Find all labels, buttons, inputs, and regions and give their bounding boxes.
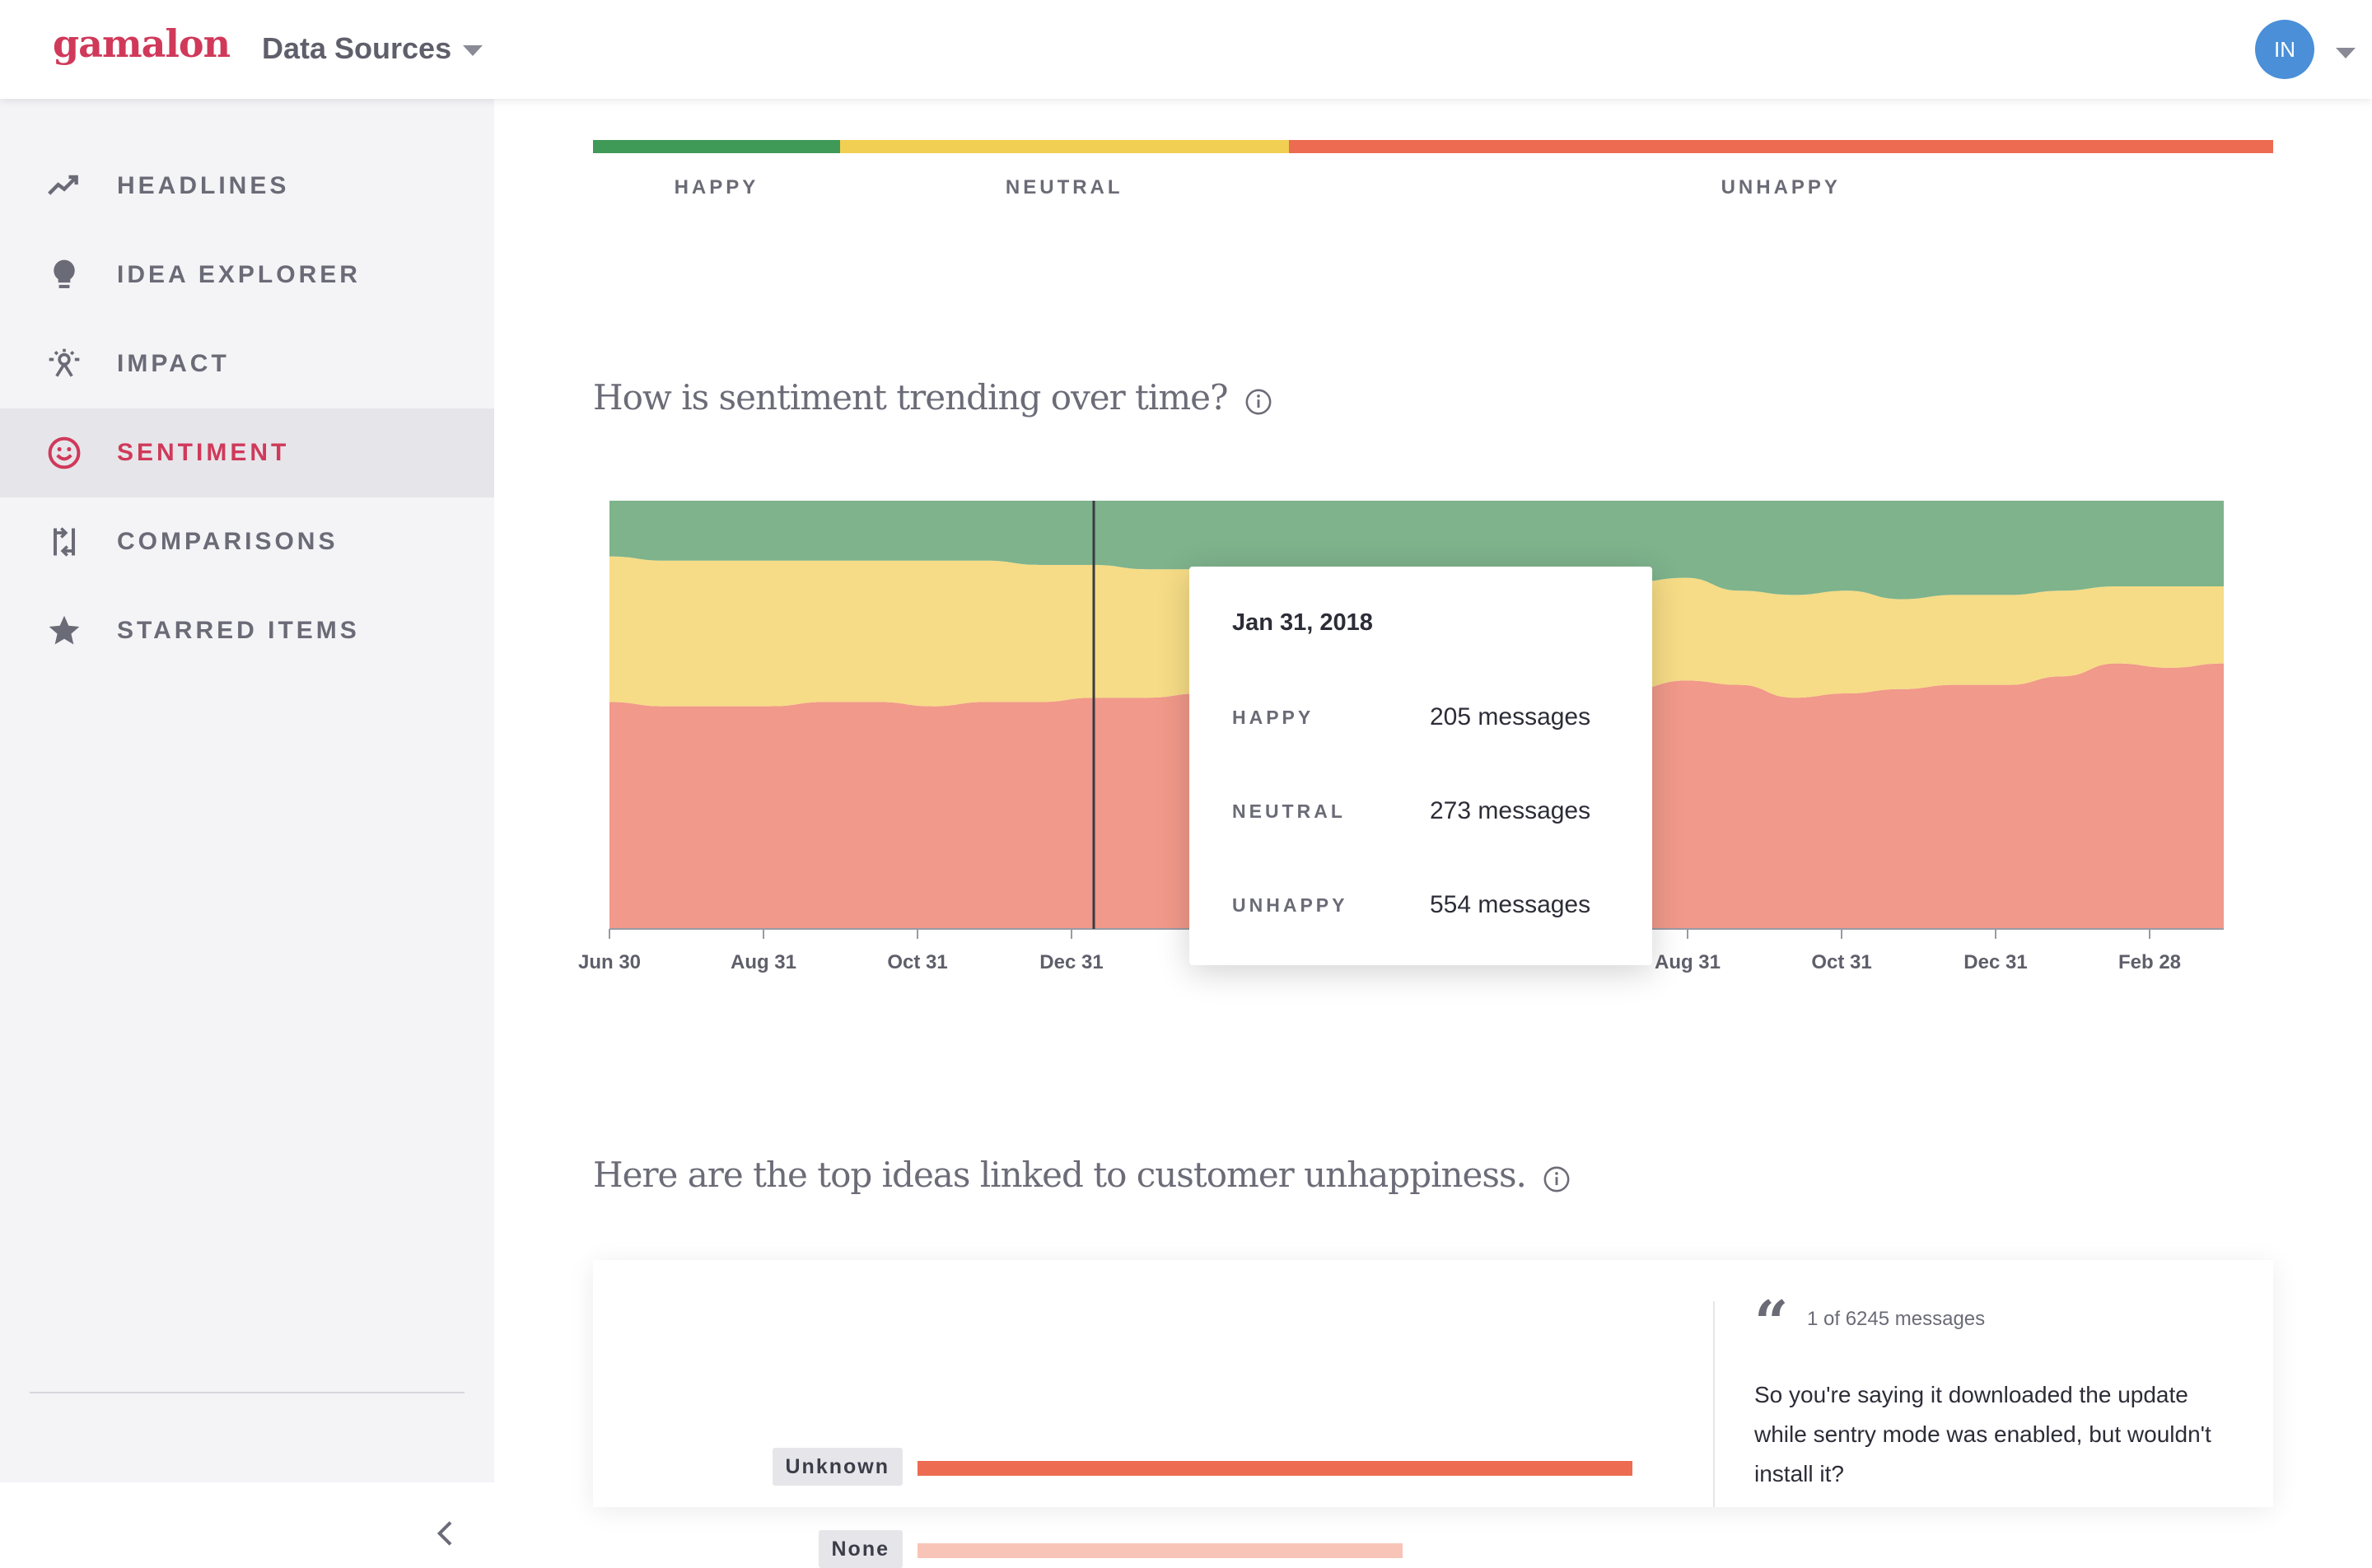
x-tick-label: Aug 31	[1655, 951, 1721, 973]
idea-chip-unknown[interactable]: Unknown	[772, 1448, 903, 1486]
x-tick-label: Feb 28	[2118, 951, 2181, 973]
happy-segment[interactable]	[593, 140, 840, 153]
sidebar-item-label: IMPACT	[117, 350, 230, 377]
impact-icon	[46, 346, 82, 382]
area-series-happy[interactable]	[609, 501, 2224, 600]
smiley-icon	[46, 435, 82, 471]
sidebar-divider	[30, 1392, 465, 1393]
compare-icon	[46, 524, 82, 560]
ideas-title-text: Here are the top ideas linked to custome…	[593, 1155, 1527, 1195]
star-icon	[46, 613, 82, 649]
account-chevron-down-icon[interactable]	[2336, 48, 2356, 58]
x-tick-label: Jun 30	[578, 951, 641, 973]
sentiment-summary-bar	[593, 140, 2273, 153]
tooltip-value: 273 messages	[1430, 797, 1591, 824]
chart-tooltip: Jan 31, 2018 HAPPY 205 messages NEUTRAL …	[1189, 567, 1652, 965]
sidebar-item-headlines[interactable]: HEADLINES	[0, 142, 494, 231]
main-content: HAPPY NEUTRAL UNHAPPY How is sentiment t…	[494, 99, 2372, 1568]
tooltip-row-happy: HAPPY 205 messages	[1232, 703, 1619, 731]
x-tick-label: Oct 31	[887, 951, 947, 973]
gamalon-logo[interactable]: gamalon	[53, 21, 231, 66]
sidebar: HEADLINES IDEA EXPLORER IMPACT SENTIMENT…	[0, 99, 494, 1546]
tooltip-date: Jan 31, 2018	[1232, 609, 1373, 636]
tooltip-row-unhappy: UNHAPPY 554 messages	[1232, 891, 1619, 919]
happy-label: HAPPY	[674, 176, 759, 198]
info-icon[interactable]	[1543, 1161, 1571, 1192]
x-tick-label: Aug 31	[731, 951, 796, 973]
sidebar-item-comparisons[interactable]: COMPARISONS	[0, 497, 494, 586]
lightbulb-icon	[46, 257, 82, 293]
x-tick-label: Dec 31	[1963, 951, 2027, 973]
info-icon[interactable]	[1244, 384, 1272, 414]
user-avatar[interactable]: IN	[2255, 20, 2314, 79]
tooltip-value: 554 messages	[1430, 891, 1591, 918]
ideas-section-title: Here are the top ideas linked to custome…	[593, 1155, 1571, 1195]
sidebar-nav: HEADLINES IDEA EXPLORER IMPACT SENTIMENT…	[0, 142, 494, 675]
chevron-down-icon	[463, 44, 483, 56]
data-sources-label: Data Sources	[262, 31, 452, 65]
idea-chip-none[interactable]: None	[818, 1530, 903, 1568]
idea-bar-unknown[interactable]	[918, 1461, 1632, 1476]
trend-title-text: How is sentiment trending over time?	[593, 377, 1229, 418]
ideas-card: Unknown None “ 1 of 6245 messages So you…	[593, 1260, 2273, 1568]
top-header: gamalon Data Sources IN	[0, 0, 2372, 99]
unhappy-segment[interactable]	[1288, 140, 2273, 153]
sidebar-item-sentiment[interactable]: SENTIMENT	[0, 408, 494, 497]
trend-section-title: How is sentiment trending over time?	[593, 377, 1272, 418]
quote-count: 1 of 6245 messages	[1807, 1308, 1986, 1330]
quote-text: So you're saying it downloaded the updat…	[1754, 1382, 2211, 1486]
quote-icon: “	[1754, 1287, 1789, 1357]
tooltip-row-neutral: NEUTRAL 273 messages	[1232, 797, 1619, 825]
x-tick-label: Oct 31	[1811, 951, 1871, 973]
neutral-segment[interactable]	[839, 140, 1289, 153]
sidebar-item-impact[interactable]: IMPACT	[0, 320, 494, 408]
sidebar-item-label: STARRED ITEMS	[117, 617, 360, 644]
tooltip-label: UNHAPPY	[1232, 894, 1348, 916]
sidebar-item-label: SENTIMENT	[117, 439, 290, 466]
trending-up-icon	[46, 168, 82, 204]
tooltip-label: HAPPY	[1232, 706, 1314, 728]
collapse-sidebar-chevron-left-icon[interactable]	[430, 1517, 463, 1550]
sidebar-item-starred-items[interactable]: STARRED ITEMS	[0, 586, 494, 675]
unhappy-label: UNHAPPY	[1721, 176, 1841, 198]
tooltip-value: 205 messages	[1430, 703, 1591, 730]
sidebar-item-idea-explorer[interactable]: IDEA EXPLORER	[0, 231, 494, 320]
neutral-label: NEUTRAL	[1005, 176, 1123, 198]
sidebar-item-label: COMPARISONS	[117, 528, 339, 555]
idea-bar-none[interactable]	[918, 1543, 1403, 1558]
sidebar-item-label: IDEA EXPLORER	[117, 261, 361, 288]
data-sources-dropdown[interactable]: Data Sources	[262, 31, 483, 66]
x-tick-label: Dec 31	[1039, 951, 1103, 973]
tooltip-label: NEUTRAL	[1232, 800, 1346, 822]
card-divider	[1713, 1301, 1715, 1507]
sidebar-item-label: HEADLINES	[117, 172, 290, 199]
